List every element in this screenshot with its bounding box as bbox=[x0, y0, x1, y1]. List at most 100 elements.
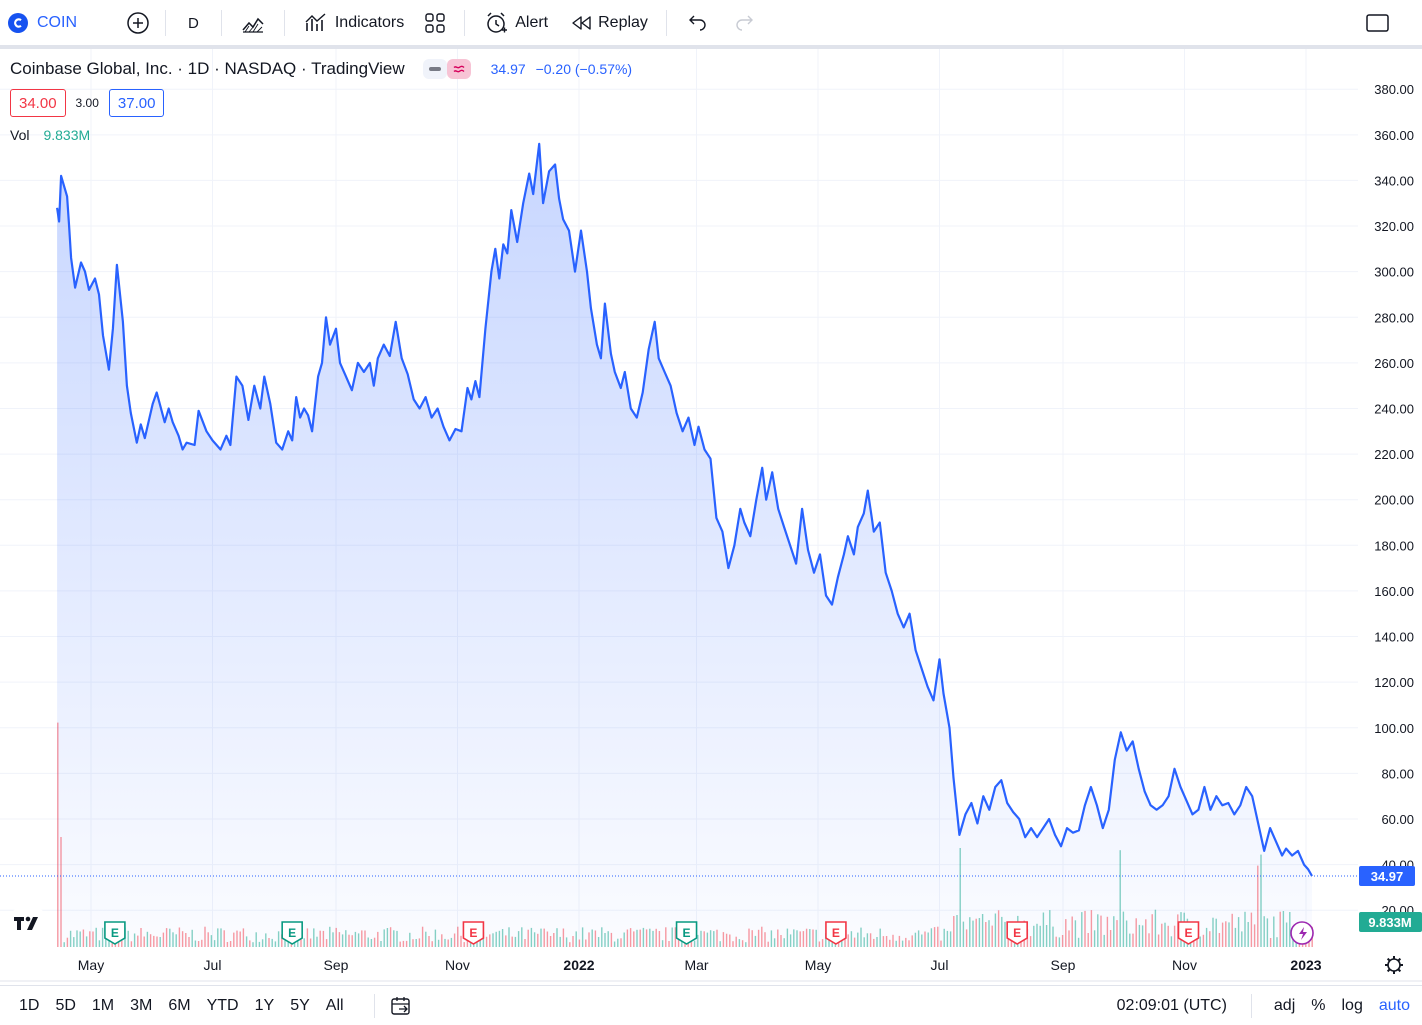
volume-bar bbox=[802, 931, 805, 947]
volume-bar bbox=[652, 930, 654, 947]
volume-bar bbox=[261, 939, 264, 947]
hide-legend-button[interactable] bbox=[422, 59, 447, 79]
earnings-marker[interactable] bbox=[1006, 921, 1028, 945]
volume-bar bbox=[921, 934, 923, 947]
volume-bar bbox=[63, 942, 65, 947]
gear-icon[interactable] bbox=[1387, 958, 1401, 972]
y-tick-label: 80.00 bbox=[1381, 766, 1414, 781]
range-ytd-button[interactable]: YTD bbox=[206, 996, 239, 1014]
earnings-marker[interactable] bbox=[825, 921, 847, 945]
price-chart[interactable]: 20.0040.0060.0080.00100.00120.00140.0016… bbox=[0, 49, 1422, 985]
volume-bar bbox=[537, 933, 539, 947]
goto-date-button[interactable] bbox=[389, 994, 413, 1018]
range-all-button[interactable]: All bbox=[325, 996, 344, 1014]
volume-bar bbox=[636, 929, 638, 947]
indicators-button[interactable]: Indicators bbox=[293, 0, 414, 46]
volume-tag[interactable] bbox=[1359, 912, 1422, 932]
volume-bar bbox=[204, 926, 206, 947]
last-price-tag[interactable] bbox=[1359, 866, 1415, 887]
toolbar-divider bbox=[665, 10, 667, 36]
volume-bar bbox=[853, 937, 856, 947]
alert-button[interactable]: Alert bbox=[473, 0, 558, 46]
fullscreen-button[interactable] bbox=[1354, 0, 1400, 46]
gear-tooth bbox=[1397, 968, 1402, 973]
adj-toggle[interactable]: adj bbox=[1273, 997, 1296, 1014]
volume-bar bbox=[553, 933, 555, 947]
volume-bar bbox=[316, 936, 318, 947]
data-stream-button[interactable] bbox=[446, 59, 471, 79]
volume-bar bbox=[354, 931, 357, 947]
volume-bar bbox=[777, 929, 779, 947]
volume-bar bbox=[937, 926, 939, 947]
utc-clock[interactable]: 02:09:01 (UTC) bbox=[1116, 997, 1227, 1014]
chart-type-button[interactable] bbox=[230, 0, 276, 46]
buy-price: 37.00 bbox=[117, 94, 156, 112]
volume-bar bbox=[319, 930, 321, 947]
volume-bar bbox=[197, 941, 200, 947]
volume-bar bbox=[1151, 914, 1153, 947]
volume-bar bbox=[978, 918, 981, 947]
series-title: Coinbase Global, Inc. · 1D · NASDAQ · Tr… bbox=[10, 59, 405, 78]
range-1y-button[interactable]: 1Y bbox=[254, 996, 275, 1014]
interval-button[interactable]: D bbox=[174, 0, 213, 46]
volume-bar bbox=[370, 939, 373, 947]
volume-bar bbox=[1202, 934, 1205, 947]
volume-bar bbox=[415, 939, 417, 947]
volume-bar bbox=[188, 937, 190, 947]
volume-bar bbox=[994, 913, 997, 947]
range-3m-button[interactable]: 3M bbox=[130, 996, 153, 1014]
volume-bar bbox=[562, 928, 565, 947]
redo-button[interactable] bbox=[721, 0, 767, 46]
volume-bar bbox=[396, 930, 398, 947]
volume-bar bbox=[1161, 923, 1163, 947]
volume-bar bbox=[233, 932, 235, 947]
percent-toggle[interactable]: % bbox=[1311, 997, 1326, 1014]
range-1m-button[interactable]: 1M bbox=[91, 996, 115, 1014]
volume-bar bbox=[1039, 925, 1041, 947]
rewind-icon bbox=[568, 10, 594, 36]
price-axis[interactable] bbox=[1358, 49, 1422, 947]
buy-button[interactable]: 37.00 bbox=[108, 89, 165, 117]
volume-bar bbox=[882, 936, 885, 947]
auto-toggle[interactable]: auto bbox=[1378, 997, 1410, 1014]
log-toggle[interactable]: log bbox=[1341, 997, 1363, 1014]
earnings-marker[interactable] bbox=[281, 921, 303, 945]
range-6m-button[interactable]: 6M bbox=[168, 996, 191, 1014]
volume-bar bbox=[1263, 916, 1265, 947]
volume-bar bbox=[1276, 937, 1278, 947]
volume-bar bbox=[405, 940, 408, 947]
undo-button[interactable] bbox=[675, 0, 721, 46]
volume-bar bbox=[153, 935, 155, 947]
range-5y-button[interactable]: 5Y bbox=[290, 996, 310, 1014]
volume-bar bbox=[770, 930, 773, 947]
replay-button[interactable]: Replay bbox=[558, 0, 658, 46]
volume-bar bbox=[1215, 918, 1217, 947]
earnings-marker[interactable] bbox=[462, 921, 485, 945]
earnings-marker[interactable] bbox=[104, 921, 126, 945]
volume-bar bbox=[761, 926, 763, 947]
volume-bar bbox=[1285, 922, 1288, 947]
earnings-marker[interactable] bbox=[675, 921, 698, 945]
volume-bar bbox=[82, 929, 85, 947]
range-5d-button[interactable]: 5D bbox=[55, 996, 76, 1014]
compare-button[interactable] bbox=[125, 0, 151, 46]
volume-bar bbox=[940, 940, 942, 947]
earnings-marker-label: E bbox=[288, 926, 296, 940]
volume-bar bbox=[677, 939, 680, 947]
earnings-marker[interactable] bbox=[1177, 921, 1200, 945]
volume-bar bbox=[732, 941, 734, 947]
symbol-search-button[interactable]: COIN bbox=[0, 0, 87, 46]
layouts-button[interactable] bbox=[414, 0, 456, 46]
alert-label: Alert bbox=[515, 14, 549, 31]
volume-bar bbox=[149, 934, 152, 947]
range-1d-button[interactable]: 1D bbox=[19, 996, 40, 1014]
volume-bar bbox=[133, 933, 136, 947]
volume-bar bbox=[601, 927, 603, 947]
volume-bar bbox=[201, 939, 203, 947]
volume-bar bbox=[604, 933, 606, 947]
tradingview-logo[interactable] bbox=[8, 906, 48, 940]
volume-bar bbox=[521, 927, 523, 947]
y-tick-label: 320.00 bbox=[1374, 219, 1414, 234]
volume-bar bbox=[380, 941, 382, 947]
sell-button[interactable]: 34.00 bbox=[10, 89, 66, 117]
